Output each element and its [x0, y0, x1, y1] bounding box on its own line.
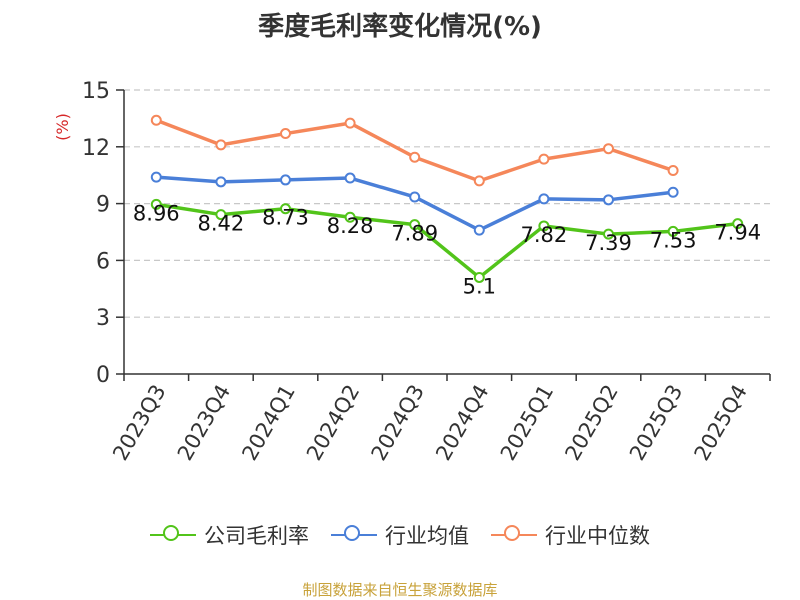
x-tick-label: 2023Q3 [108, 381, 170, 465]
series-line [155, 118, 674, 183]
data-point [603, 228, 614, 240]
data-point [344, 211, 356, 223]
y-tick-label: 12 [82, 136, 110, 161]
data-point [538, 220, 550, 232]
data-point [667, 186, 679, 198]
data-point [280, 128, 291, 140]
x-tick-label: 2024Q4 [431, 381, 493, 465]
data-label: 5.1 [463, 274, 496, 298]
y-tick-label: 0 [96, 363, 110, 388]
legend-marker [344, 525, 360, 541]
x-tick-label: 2024Q3 [367, 381, 429, 465]
data-point [280, 203, 291, 215]
series-lines [150, 114, 744, 283]
data-point [215, 209, 227, 221]
y-tick-label: 6 [96, 249, 110, 274]
data-label: 8.28 [327, 214, 374, 238]
data-point [667, 225, 679, 237]
data-point [280, 174, 291, 186]
data-label: 7.89 [391, 222, 438, 246]
legend-swatch [331, 525, 377, 545]
x-tick-label: 2025Q1 [496, 381, 558, 465]
data-point [473, 271, 485, 283]
legend-swatch [491, 525, 537, 545]
data-point [667, 164, 679, 176]
x-tick-label: 2023Q4 [173, 381, 235, 465]
chart-title: 季度毛利率变化情况(%) [258, 12, 542, 42]
x-tick-label: 2024Q1 [237, 381, 299, 465]
data-point [603, 194, 614, 206]
data-label: 8.73 [262, 206, 309, 230]
legend: 公司毛利率 行业均值 行业中位数 [0, 520, 800, 550]
x-tick-label: 2025Q2 [560, 381, 622, 465]
data-label: 8.42 [198, 212, 245, 236]
gridlines [124, 89, 770, 318]
data-point [344, 172, 356, 184]
legend-marker [504, 525, 520, 541]
data-point [215, 139, 227, 151]
legend-marker [163, 525, 179, 541]
data-point [344, 117, 356, 129]
data-point [732, 218, 744, 230]
y-tick-label: 9 [96, 193, 110, 218]
x-tick-label: 2024Q2 [302, 381, 364, 465]
source-note: 制图数据来自恒生聚源数据库 [302, 581, 498, 599]
data-point [409, 219, 421, 231]
data-point [538, 193, 550, 205]
data-point [150, 198, 162, 210]
legend-item: 行业均值 [331, 520, 469, 550]
data-label: 8.96 [133, 201, 180, 225]
data-point [473, 224, 485, 236]
data-label: 7.82 [521, 223, 568, 247]
data-point [603, 143, 614, 155]
y-axis-label: (%) [53, 113, 72, 141]
legend-label: 公司毛利率 [204, 524, 309, 548]
data-labels: 8.96 8.42 8.73 8.28 7.89 5.1 7.82 7.39 7.53 7.94 [133, 201, 761, 298]
x-tick-label: 2025Q4 [690, 381, 752, 465]
data-point [150, 114, 162, 126]
y-tick-label: 3 [96, 306, 110, 331]
data-label: 7.94 [714, 221, 761, 245]
y-tick-label: 15 [82, 79, 110, 104]
series-line [156, 202, 738, 280]
data-point [473, 175, 485, 187]
legend-label: 行业中位数 [545, 524, 650, 548]
legend-swatch [150, 525, 196, 545]
data-point [538, 153, 550, 165]
data-label: 7.53 [650, 228, 697, 252]
legend-item: 行业中位数 [491, 520, 650, 550]
data-label: 7.39 [585, 231, 632, 255]
data-point [150, 171, 162, 183]
data-point [215, 176, 227, 188]
data-point [409, 191, 421, 203]
legend-label: 行业均值 [385, 524, 469, 548]
legend-item: 公司毛利率 [150, 520, 309, 550]
x-tick-label: 2025Q3 [625, 381, 687, 465]
data-point [409, 151, 421, 163]
